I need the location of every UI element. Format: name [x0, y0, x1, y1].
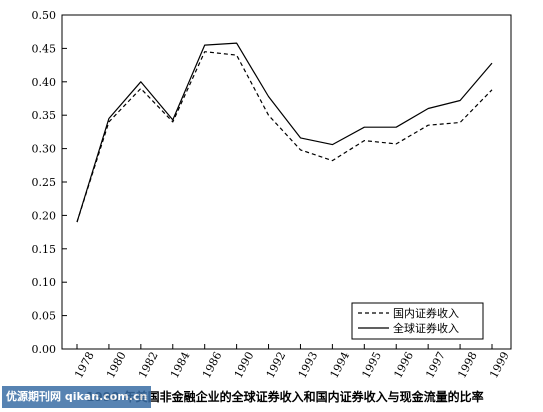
x-tick-label: 1999 [487, 350, 512, 381]
x-tick-label: 1992 [264, 350, 289, 381]
y-tick-label: 0.10 [32, 276, 57, 289]
watermark: 优源期刊网 qikan.com.cn [2, 386, 151, 408]
legend-label-domestic: 国内证券收入 [393, 306, 459, 320]
x-tick-label: 1998 [455, 350, 480, 381]
y-tick-label: 0.25 [32, 176, 57, 189]
x-tick-label: 1996 [391, 350, 416, 381]
y-tick-label: 0.50 [32, 9, 57, 22]
x-tick-label: 1990 [232, 350, 257, 381]
x-tick-label: 1995 [359, 350, 384, 381]
y-tick-label: 0.15 [32, 243, 57, 256]
y-tick-label: 0.00 [32, 343, 57, 356]
y-tick-label: 0.30 [32, 143, 57, 156]
y-tick-label: 0.05 [32, 310, 57, 323]
x-tick-label: 1994 [328, 350, 353, 381]
plot-area [62, 15, 511, 349]
x-tick-label: 1978 [72, 350, 97, 381]
legend-label-global: 全球证券收入 [393, 321, 459, 335]
x-tick-label: 1986 [200, 350, 225, 381]
legend: 国内证券收入 全球证券收入 [352, 303, 483, 339]
y-tick-label: 0.40 [32, 76, 57, 89]
x-tick-label: 1997 [423, 350, 448, 381]
x-tick-label: 1984 [168, 350, 193, 381]
x-tick-label: 1993 [296, 350, 321, 381]
y-tick-label: 0.35 [32, 109, 57, 122]
x-tick-label: 1982 [136, 350, 161, 381]
y-tick-label: 0.20 [32, 209, 57, 222]
y-tick-label: 0.45 [32, 42, 57, 55]
x-tick-label: 1980 [104, 350, 129, 381]
